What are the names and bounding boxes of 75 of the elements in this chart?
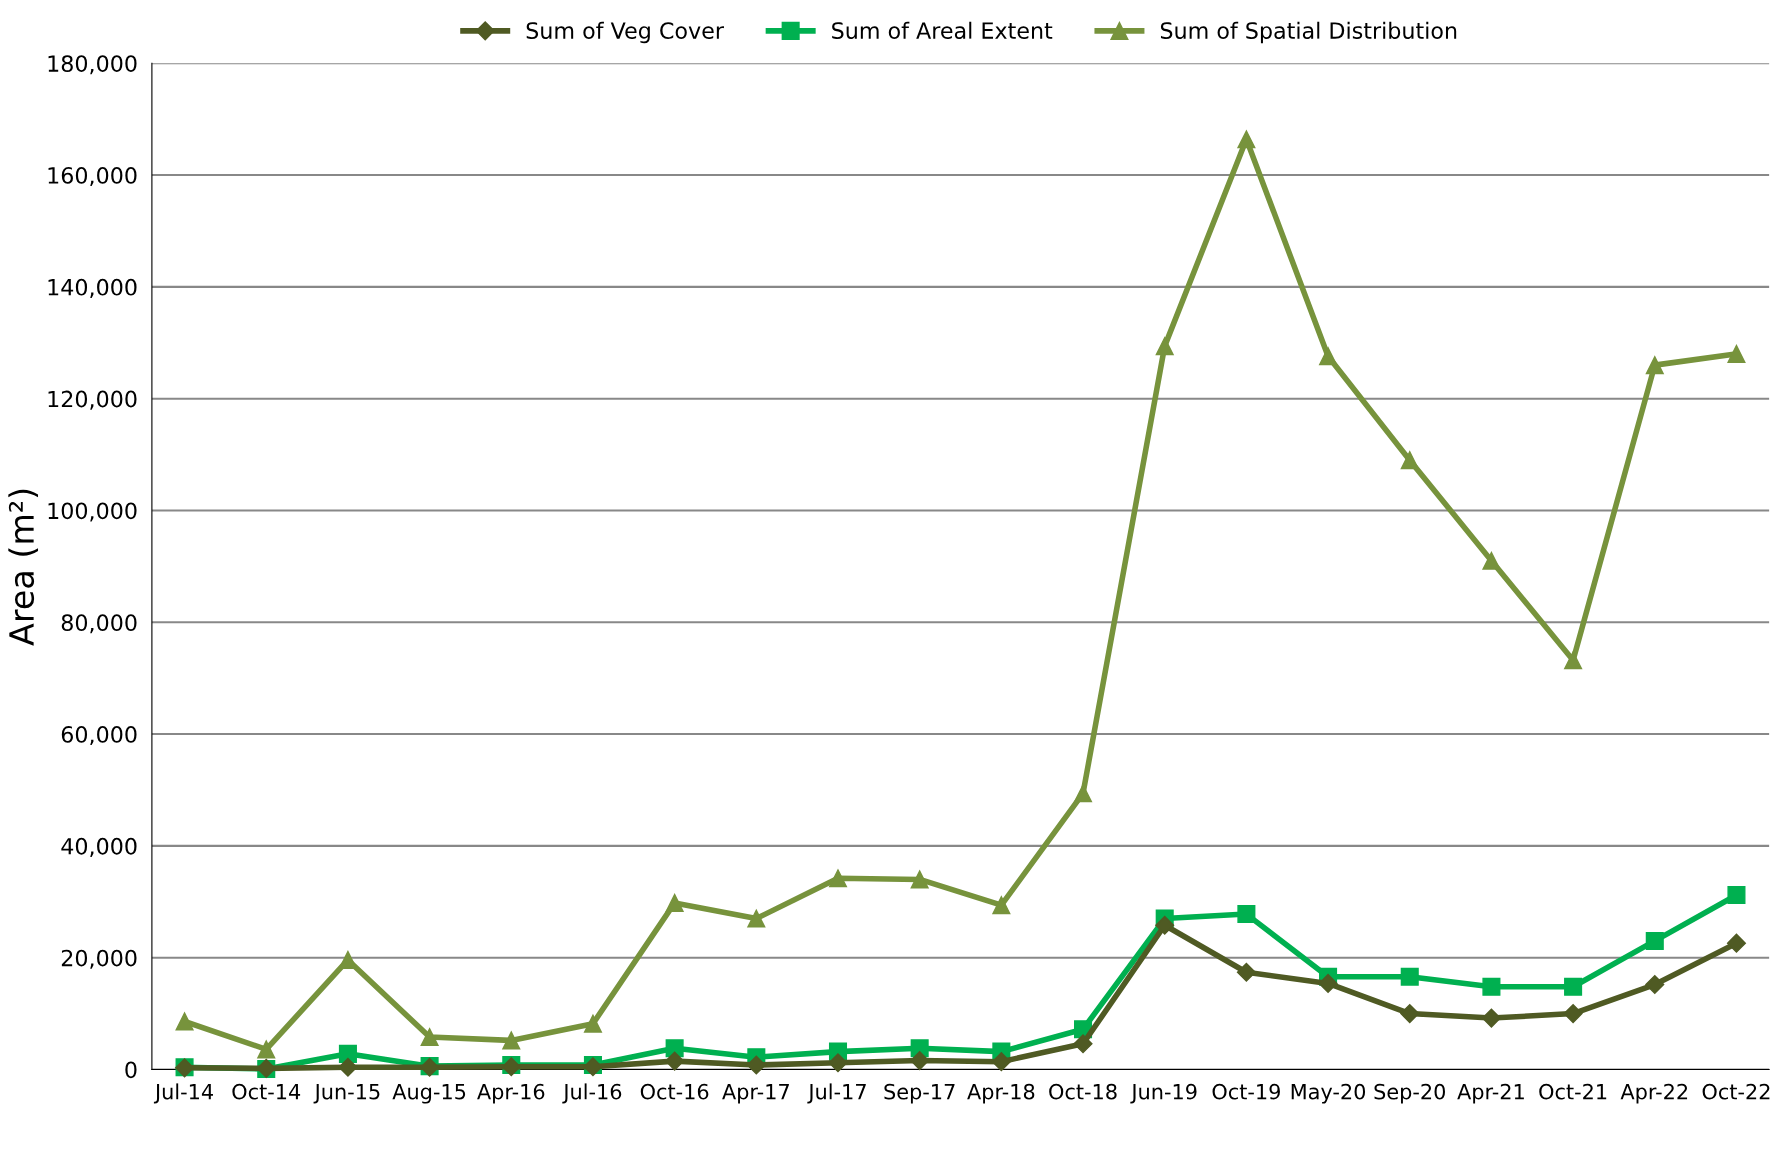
point: [1237, 905, 1256, 924]
point: [910, 1051, 930, 1071]
y-tick-label: 80,000: [61, 614, 137, 634]
x-tick-label: Oct-14: [232, 1083, 301, 1100]
point: [1236, 962, 1256, 982]
legend-label: Sum of Areal Extent: [832, 21, 1053, 39]
point: [1482, 977, 1501, 996]
point: [1726, 933, 1746, 953]
point: [1564, 651, 1583, 670]
y-tick-label: 160,000: [48, 167, 137, 187]
point: [1400, 451, 1419, 470]
point: [338, 1044, 357, 1063]
x-tick-label: Oct-18: [1049, 1083, 1117, 1100]
x-tick-label: Sep-17: [884, 1083, 955, 1104]
x-tick-label: Sep-20: [1374, 1083, 1446, 1104]
point: [910, 870, 929, 889]
x-tick-label: Apr-17: [722, 1084, 789, 1104]
point: [1727, 344, 1746, 363]
x-tick-label: Oct-21: [1539, 1083, 1607, 1100]
point: [1073, 1034, 1093, 1054]
point: [1400, 967, 1419, 986]
point: [1645, 356, 1664, 375]
point: [1645, 931, 1664, 950]
point: [991, 1052, 1011, 1072]
point: [175, 1012, 194, 1031]
x-tick-label: Oct-16: [640, 1083, 709, 1100]
x-tick-label: Apr-16: [477, 1083, 545, 1104]
point: [1564, 977, 1583, 996]
point: [1155, 337, 1174, 356]
point: [1645, 974, 1665, 995]
point: [665, 1051, 685, 1071]
x-tick-label: Apr-21: [1457, 1083, 1524, 1104]
y-tick-label: 180,000: [48, 55, 137, 75]
x-tick-label: Apr-18: [967, 1083, 1035, 1104]
x-tick-label: Oct-22: [1702, 1083, 1770, 1100]
point: [665, 893, 684, 912]
legend-label: Sum of Spatial Distribution: [1160, 21, 1457, 44]
y-tick-label: 120,000: [48, 390, 137, 410]
x-tick-label: Jul-14: [153, 1083, 213, 1104]
point: [1155, 915, 1175, 935]
point: [1074, 784, 1093, 803]
point: [1400, 1004, 1420, 1024]
point: [583, 1014, 602, 1033]
y-axis-title: Area (m²): [8, 489, 39, 646]
point: [828, 869, 848, 888]
point: [338, 1057, 358, 1077]
legend-label: Sum of Veg Cover: [526, 21, 724, 44]
x-tick-label: Jul-16: [562, 1083, 622, 1104]
y-tick-label: 60,000: [61, 726, 137, 746]
x-tick-label: Apr-22: [1620, 1083, 1688, 1104]
x-tick-label: Aug-15: [392, 1084, 466, 1104]
point: [747, 909, 766, 928]
point: [1319, 347, 1338, 366]
point: [992, 896, 1011, 915]
point: [1727, 886, 1746, 905]
y-tick-label: 20,000: [61, 949, 137, 969]
x-tick-label: Jun-15: [313, 1084, 380, 1104]
point: [420, 1028, 439, 1047]
y-tick-label: 140,000: [48, 278, 137, 298]
y-tick-label: 40,000: [61, 837, 137, 857]
y-tick-label: 100,000: [48, 502, 137, 522]
point: [1482, 551, 1501, 570]
point: [746, 1055, 766, 1075]
x-tick-label: Jul-17: [807, 1083, 866, 1104]
point: [1563, 1004, 1583, 1024]
point: [502, 1031, 521, 1050]
point: [1481, 1008, 1501, 1028]
point: [1318, 973, 1338, 993]
x-tick-label: May-20: [1291, 1083, 1366, 1104]
point: [257, 1040, 276, 1059]
x-tick-label: Jun-19: [1130, 1083, 1197, 1104]
point: [828, 1053, 848, 1073]
x-tick-label: Oct-19: [1212, 1083, 1280, 1100]
y-tick-label: 0: [125, 1061, 137, 1079]
point: [1237, 130, 1256, 149]
